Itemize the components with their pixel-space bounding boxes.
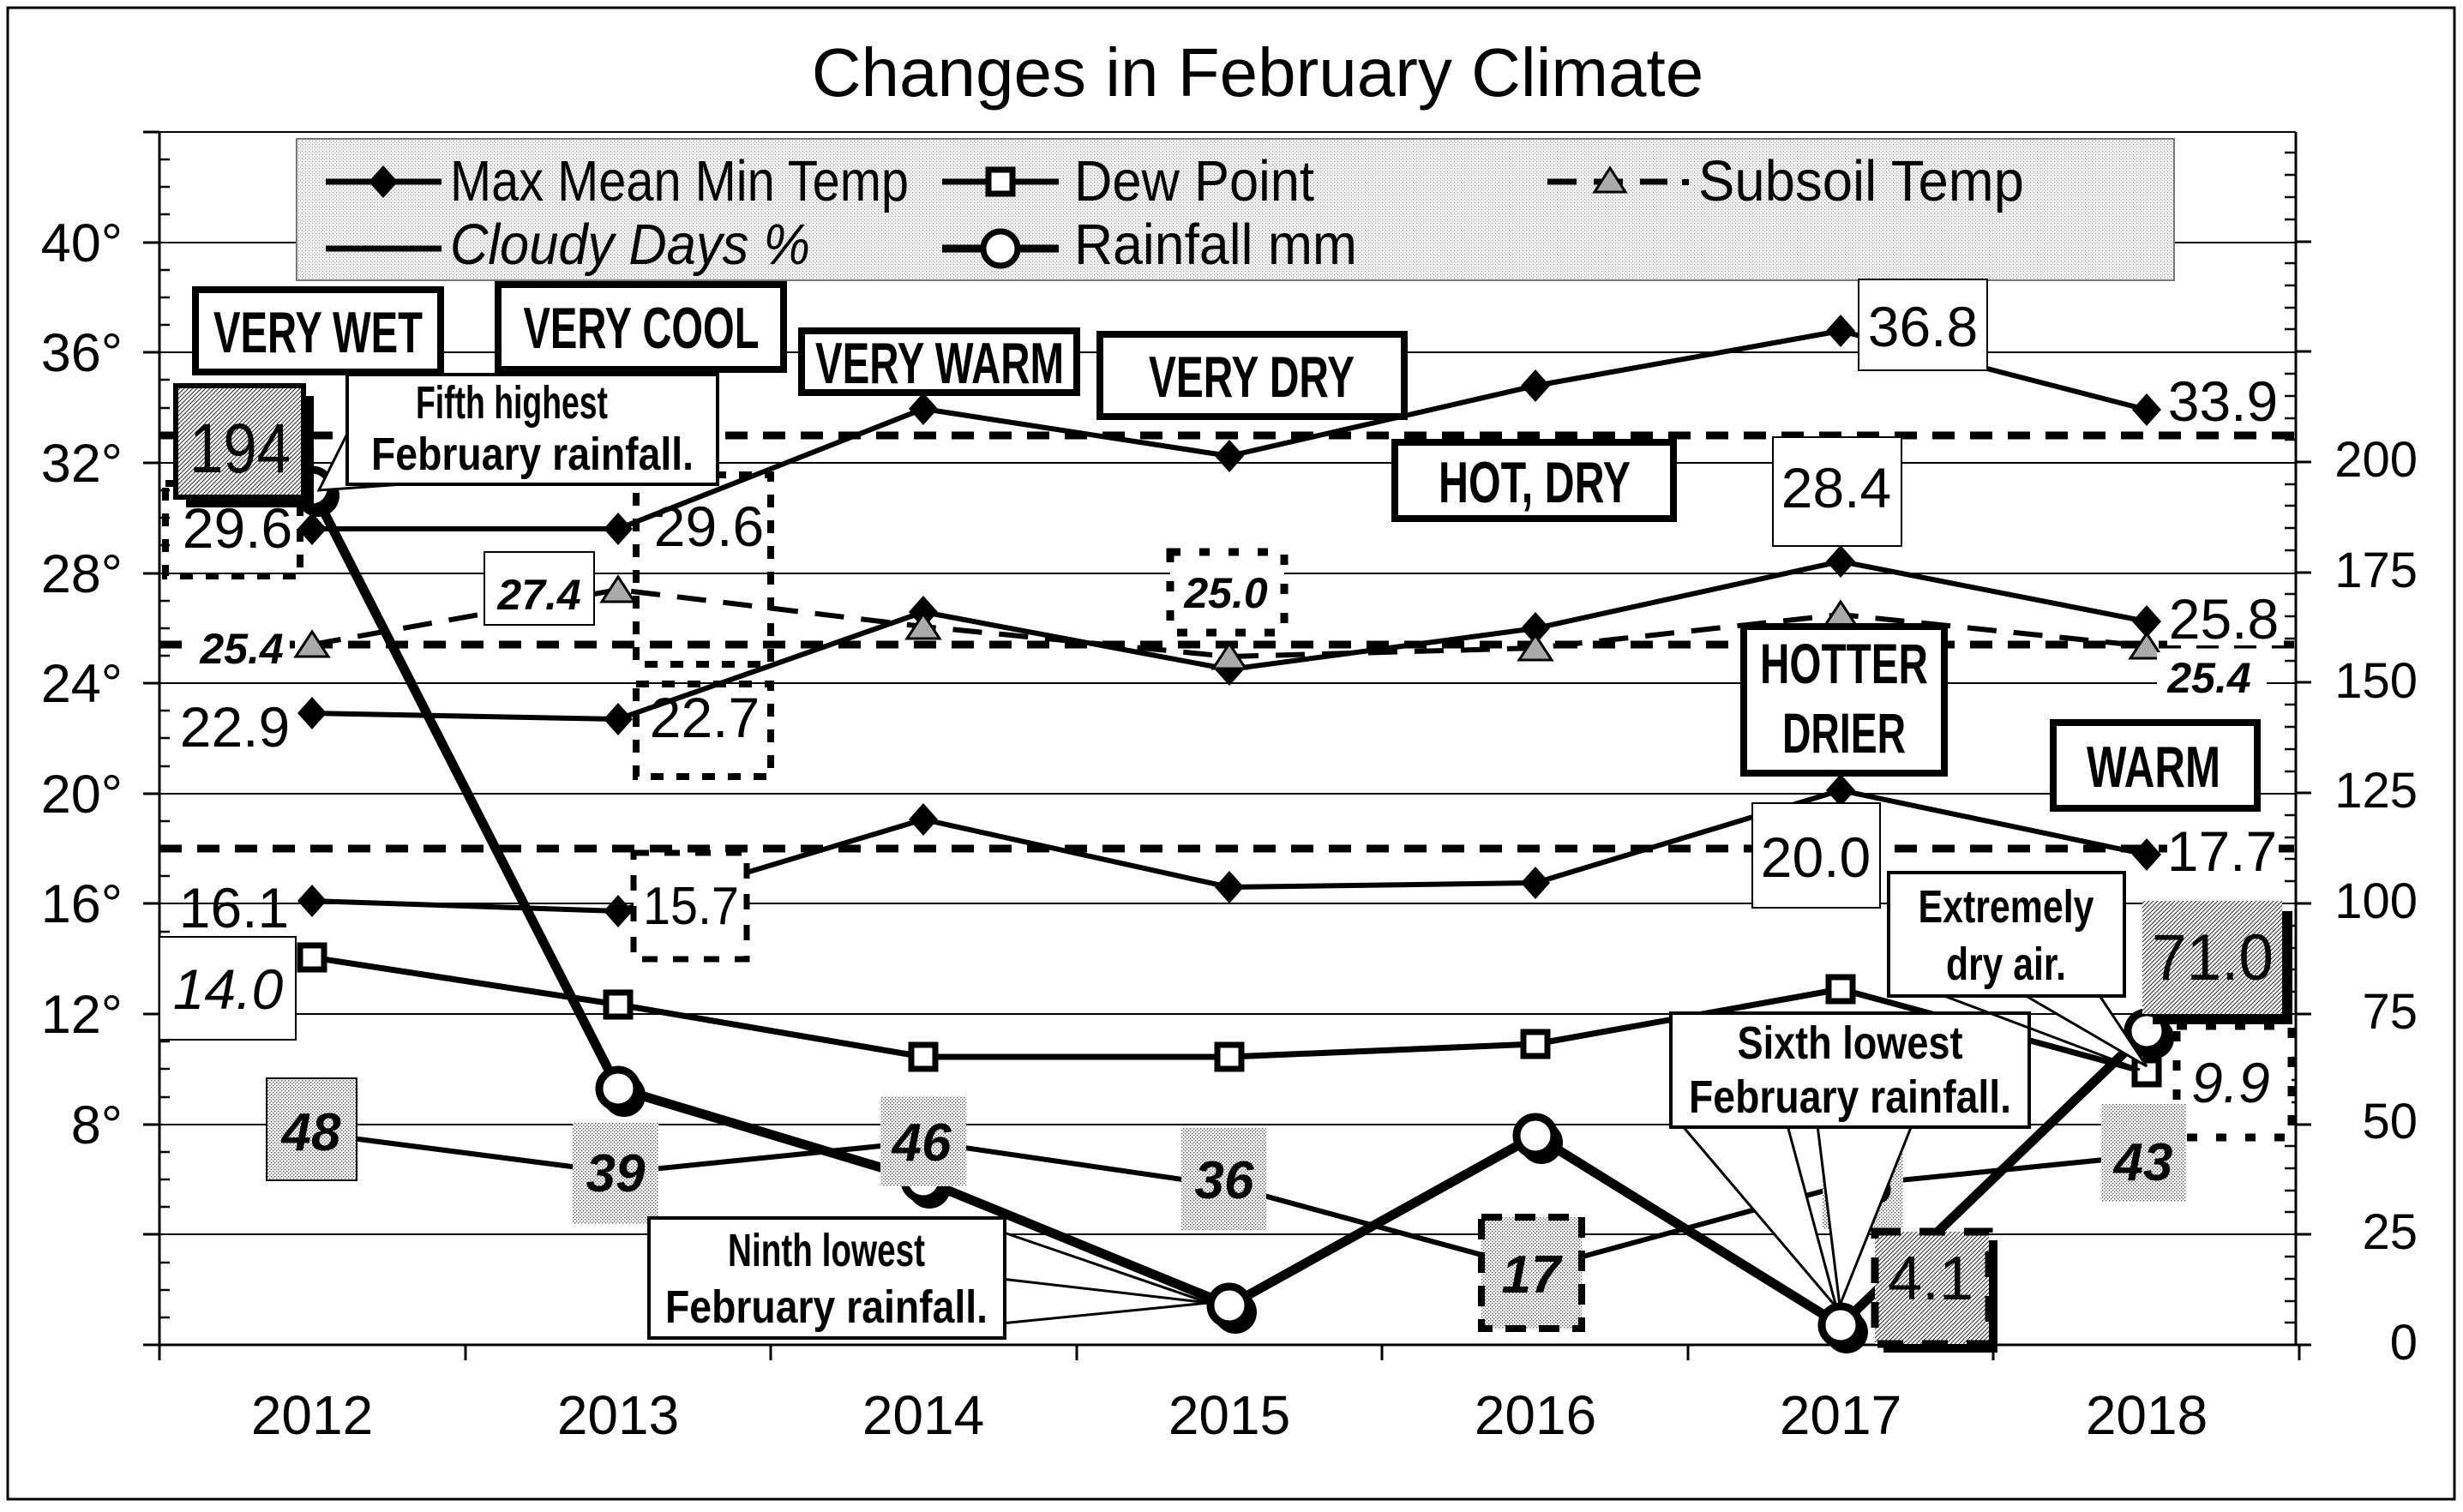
svg-text:February rainfall.: February rainfall.: [1689, 1071, 2011, 1123]
svg-text:22.9: 22.9: [180, 695, 290, 759]
svg-text:HOTTER: HOTTER: [1760, 632, 1928, 695]
svg-text:194: 194: [189, 410, 291, 488]
svg-text:2014: 2014: [862, 1384, 984, 1446]
svg-text:12°: 12°: [41, 985, 123, 1045]
svg-text:175: 175: [2334, 543, 2418, 598]
svg-text:17: 17: [1502, 1245, 1563, 1305]
svg-text:24°: 24°: [41, 654, 123, 714]
svg-text:Changes in February Climate: Changes in February Climate: [812, 34, 1703, 111]
svg-text:Dew Point: Dew Point: [1074, 149, 1314, 213]
svg-text:2012: 2012: [251, 1384, 373, 1446]
svg-text:25: 25: [2362, 1204, 2418, 1260]
svg-text:71.0: 71.0: [2152, 921, 2274, 994]
svg-text:20°: 20°: [41, 765, 123, 825]
svg-text:200: 200: [2334, 432, 2418, 488]
svg-text:VERY DRY: VERY DRY: [1149, 345, 1355, 410]
svg-text:32°: 32°: [41, 434, 123, 494]
svg-text:36: 36: [1195, 1151, 1254, 1210]
svg-text:0: 0: [2390, 1315, 2418, 1371]
svg-text:4.1: 4.1: [1888, 1245, 1973, 1313]
svg-text:17.7: 17.7: [2167, 819, 2277, 883]
svg-text:2016: 2016: [1475, 1384, 1596, 1446]
svg-text:WARM: WARM: [2087, 735, 2220, 800]
svg-text:VERY WARM: VERY WARM: [815, 331, 1064, 396]
svg-text:28°: 28°: [41, 544, 123, 604]
svg-text:February rainfall.: February rainfall.: [371, 429, 694, 480]
svg-text:8°: 8°: [71, 1095, 123, 1155]
svg-text:dry air.: dry air.: [1946, 939, 2066, 990]
svg-text:125: 125: [2334, 763, 2418, 819]
svg-text:20.0: 20.0: [1761, 825, 1871, 889]
svg-text:40°: 40°: [41, 213, 123, 273]
svg-text:2018: 2018: [2086, 1384, 2208, 1446]
svg-text:Subsoil Temp: Subsoil Temp: [1698, 149, 2024, 213]
svg-text:25.0: 25.0: [1183, 569, 1268, 617]
svg-text:HOT, DRY: HOT, DRY: [1439, 450, 1631, 515]
svg-text:DRIER: DRIER: [1782, 701, 1906, 765]
svg-text:Ninth lowest: Ninth lowest: [728, 1225, 925, 1276]
svg-text:29.6: 29.6: [654, 495, 764, 558]
svg-text:36.8: 36.8: [1868, 295, 1978, 358]
svg-text:2017: 2017: [1780, 1384, 1901, 1446]
svg-text:VERY WET: VERY WET: [213, 300, 423, 365]
svg-text:9.9: 9.9: [2191, 1051, 2270, 1114]
svg-text:Extremely: Extremely: [1919, 881, 2094, 933]
svg-text:15.7: 15.7: [643, 877, 739, 936]
svg-text:100: 100: [2334, 873, 2418, 929]
svg-text:25.4: 25.4: [2166, 654, 2250, 702]
svg-text:Sixth lowest: Sixth lowest: [1738, 1017, 1963, 1069]
svg-text:February rainfall.: February rainfall.: [665, 1281, 988, 1333]
svg-text:27.4: 27.4: [496, 571, 580, 619]
svg-text:33.9: 33.9: [2168, 369, 2278, 433]
svg-text:2015: 2015: [1168, 1384, 1290, 1446]
svg-text:36°: 36°: [41, 323, 123, 383]
svg-text:Max Mean Min Temp: Max Mean Min Temp: [450, 149, 909, 213]
svg-text:22.7: 22.7: [650, 686, 760, 749]
svg-text:46: 46: [891, 1113, 952, 1173]
svg-text:150: 150: [2334, 653, 2418, 709]
svg-text:16.1: 16.1: [179, 876, 289, 939]
svg-text:16°: 16°: [41, 874, 123, 934]
svg-text:28.4: 28.4: [1781, 456, 1891, 519]
svg-text:50: 50: [2362, 1094, 2418, 1149]
svg-text:2013: 2013: [557, 1384, 679, 1446]
svg-text:14.0: 14.0: [173, 957, 284, 1021]
svg-text:Cloudy Days %: Cloudy Days %: [450, 213, 810, 277]
svg-text:39: 39: [586, 1144, 646, 1203]
svg-text:Rainfall mm: Rainfall mm: [1074, 213, 1357, 277]
svg-text:25.8: 25.8: [2169, 587, 2279, 651]
svg-text:75: 75: [2362, 984, 2418, 1040]
svg-text:Fifth highest: Fifth highest: [416, 377, 608, 429]
svg-text:VERY COOL: VERY COOL: [524, 296, 760, 361]
svg-text:43: 43: [2112, 1133, 2173, 1192]
svg-text:25.4: 25.4: [199, 625, 283, 673]
svg-text:48: 48: [280, 1103, 341, 1162]
